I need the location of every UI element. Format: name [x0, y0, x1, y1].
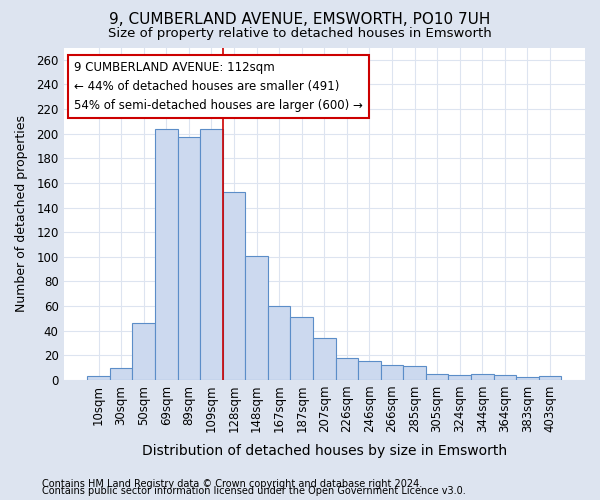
Bar	[223, 192, 245, 380]
Bar	[133, 324, 155, 380]
X-axis label: Distribution of detached houses by size in Emsworth: Distribution of detached houses by size …	[142, 444, 507, 458]
Bar	[290, 317, 313, 380]
Y-axis label: Number of detached properties: Number of detached properties	[15, 115, 28, 312]
Bar	[200, 129, 223, 380]
Bar	[313, 338, 335, 380]
Bar	[448, 375, 471, 380]
Bar	[178, 138, 200, 380]
Bar	[87, 376, 110, 380]
Bar	[539, 376, 561, 380]
Bar	[471, 374, 494, 380]
Text: Size of property relative to detached houses in Emsworth: Size of property relative to detached ho…	[108, 28, 492, 40]
Bar	[426, 374, 448, 380]
Bar	[268, 306, 290, 380]
Text: 9 CUMBERLAND AVENUE: 112sqm
← 44% of detached houses are smaller (491)
54% of se: 9 CUMBERLAND AVENUE: 112sqm ← 44% of det…	[74, 61, 363, 112]
Bar	[516, 378, 539, 380]
Text: Contains HM Land Registry data © Crown copyright and database right 2024.: Contains HM Land Registry data © Crown c…	[42, 479, 422, 489]
Bar	[335, 358, 358, 380]
Bar	[403, 366, 426, 380]
Bar	[358, 362, 381, 380]
Text: Contains public sector information licensed under the Open Government Licence v3: Contains public sector information licen…	[42, 486, 466, 496]
Bar	[245, 256, 268, 380]
Bar	[381, 365, 403, 380]
Bar	[110, 368, 133, 380]
Bar	[494, 375, 516, 380]
Text: 9, CUMBERLAND AVENUE, EMSWORTH, PO10 7UH: 9, CUMBERLAND AVENUE, EMSWORTH, PO10 7UH	[109, 12, 491, 28]
Bar	[155, 129, 178, 380]
